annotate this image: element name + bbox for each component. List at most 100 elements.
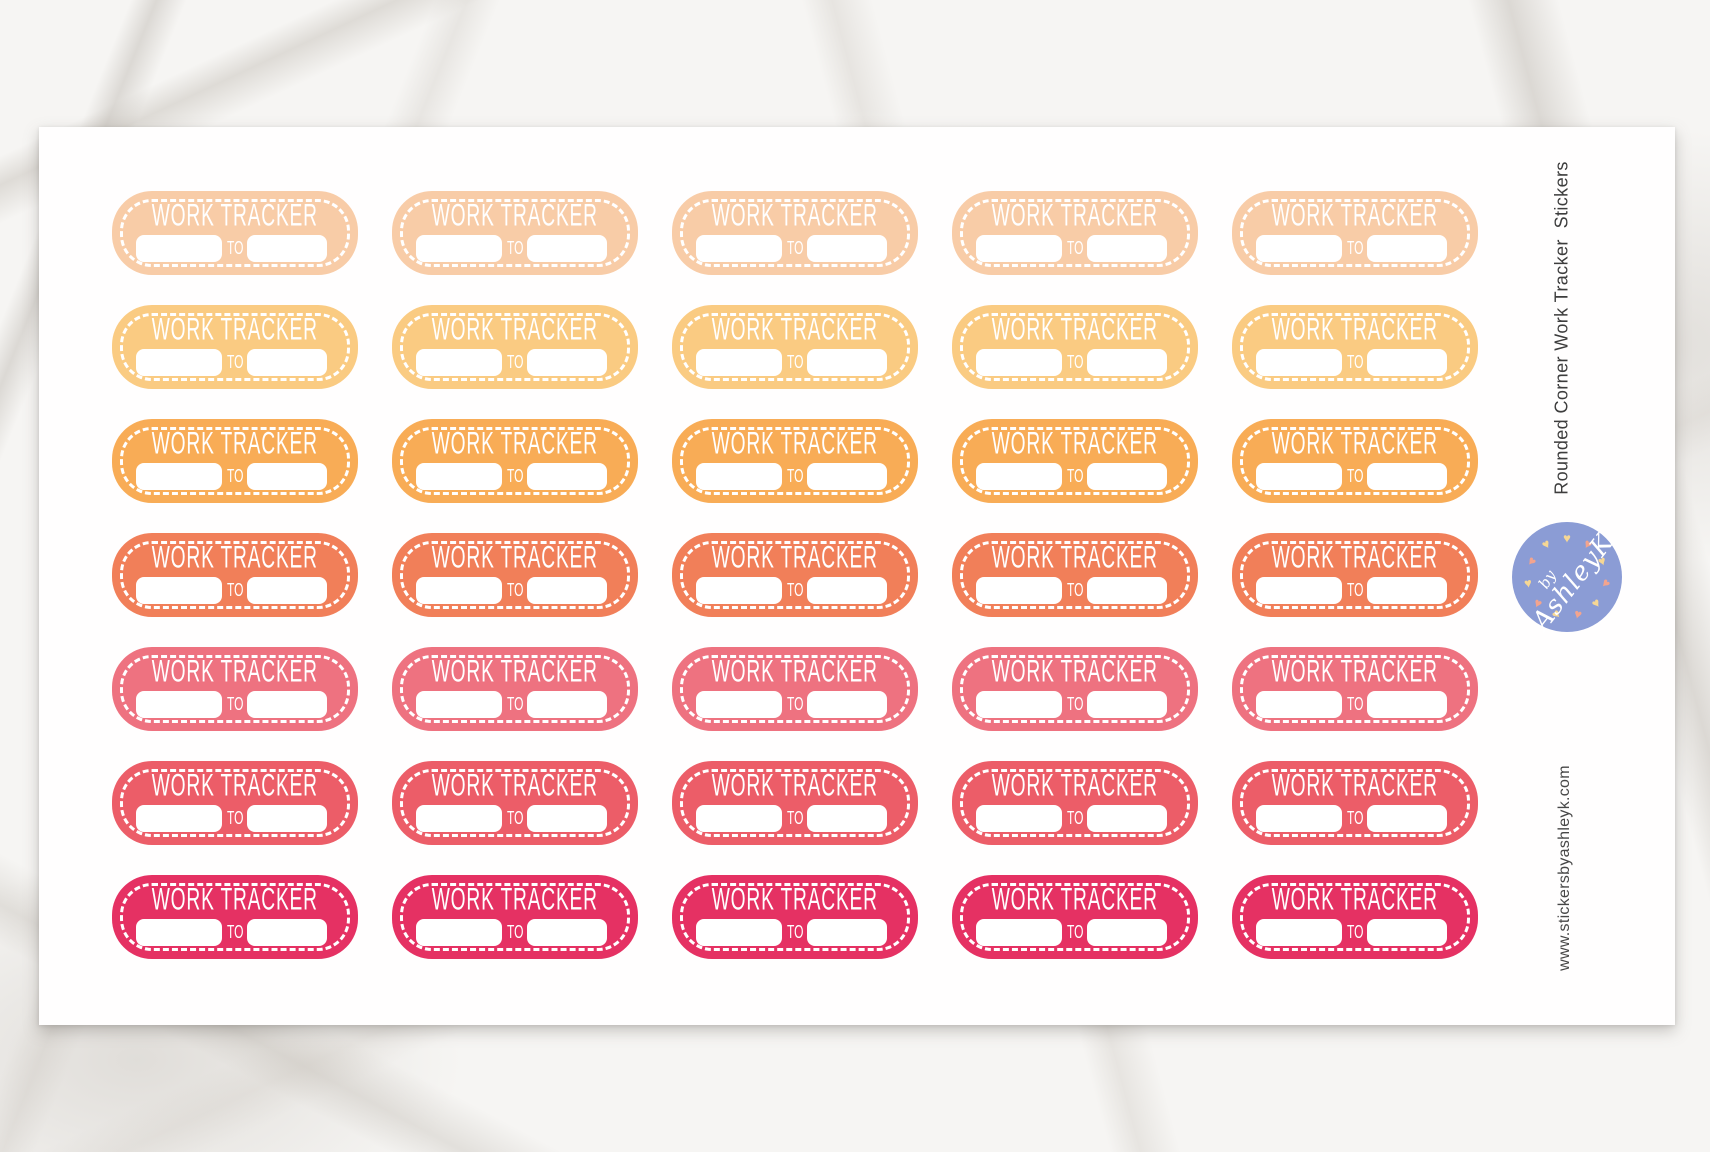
work-tracker-sticker: WORK TRACKER TO <box>952 419 1198 503</box>
fill-in-box-left <box>136 805 222 832</box>
stitch-dashed-border <box>1240 427 1470 495</box>
sticker-title: WORK TRACKER <box>431 540 599 576</box>
sticker-to-label: TO <box>1066 921 1084 944</box>
fill-in-box-left <box>696 805 782 832</box>
stitch-dashed-border <box>960 541 1190 609</box>
sticker-title: WORK TRACKER <box>711 540 879 576</box>
sticker-to-label: TO <box>786 579 804 602</box>
sticker-to-label: TO <box>1346 465 1364 488</box>
stitch-dashed-border <box>400 541 630 609</box>
fill-in-box-left <box>696 691 782 718</box>
sticker-to-label: TO <box>786 237 804 260</box>
sticker-title: WORK TRACKER <box>991 768 1159 804</box>
sticker-title: WORK TRACKER <box>431 882 599 918</box>
sticker-title: WORK TRACKER <box>711 654 879 690</box>
sticker-title: WORK TRACKER <box>711 426 879 462</box>
stitch-dashed-border <box>680 769 910 837</box>
sticker-title: WORK TRACKER <box>991 198 1159 234</box>
stitch-dashed-border <box>680 883 910 951</box>
fill-in-box-right <box>247 235 327 262</box>
fill-in-box-left <box>696 463 782 490</box>
fill-in-box-left <box>136 919 222 946</box>
sticker-to-label: TO <box>506 693 524 716</box>
work-tracker-sticker: WORK TRACKER TO <box>112 305 358 389</box>
work-tracker-sticker: WORK TRACKER TO <box>392 647 638 731</box>
work-tracker-sticker: WORK TRACKER TO <box>1232 305 1478 389</box>
fill-in-box-right <box>1367 805 1447 832</box>
sticker-title: WORK TRACKER <box>1271 312 1439 348</box>
fill-in-box-right <box>807 577 887 604</box>
fill-in-box-right <box>527 691 607 718</box>
sticker-to-label: TO <box>226 921 244 944</box>
stitch-dashed-border <box>680 313 910 381</box>
fill-in-box-right <box>1367 919 1447 946</box>
sticker-to-label: TO <box>226 693 244 716</box>
fill-in-box-right <box>1367 235 1447 262</box>
fill-in-box-left <box>136 691 222 718</box>
sticker-title: WORK TRACKER <box>711 198 879 234</box>
work-tracker-sticker: WORK TRACKER TO <box>1232 647 1478 731</box>
fill-in-box-right <box>247 919 327 946</box>
fill-in-box-right <box>807 805 887 832</box>
sticker-to-label: TO <box>1066 351 1084 374</box>
fill-in-box-left <box>136 235 222 262</box>
stitch-dashed-border <box>400 655 630 723</box>
sticker-title: WORK TRACKER <box>151 768 319 804</box>
work-tracker-sticker: WORK TRACKER TO <box>672 647 918 731</box>
sticker-to-label: TO <box>1346 693 1364 716</box>
fill-in-box-left <box>1256 235 1342 262</box>
stitch-dashed-border <box>120 883 350 951</box>
sticker-to-label: TO <box>1346 807 1364 830</box>
sticker-to-label: TO <box>506 351 524 374</box>
sticker-title: WORK TRACKER <box>1271 882 1439 918</box>
sticker-title: WORK TRACKER <box>711 312 879 348</box>
sticker-to-label: TO <box>226 237 244 260</box>
work-tracker-sticker: WORK TRACKER TO <box>392 191 638 275</box>
fill-in-box-right <box>807 691 887 718</box>
fill-in-box-left <box>416 235 502 262</box>
stitch-dashed-border <box>680 427 910 495</box>
stitch-dashed-border <box>400 769 630 837</box>
work-tracker-sticker: WORK TRACKER TO <box>1232 419 1478 503</box>
stitch-dashed-border <box>1240 313 1470 381</box>
stitch-dashed-border <box>120 769 350 837</box>
fill-in-box-left <box>696 919 782 946</box>
work-tracker-sticker: WORK TRACKER TO <box>1232 875 1478 959</box>
stitch-dashed-border <box>400 199 630 267</box>
stitch-dashed-border <box>1240 655 1470 723</box>
sticker-title: WORK TRACKER <box>1271 540 1439 576</box>
fill-in-box-right <box>1087 805 1167 832</box>
fill-in-box-left <box>976 805 1062 832</box>
fill-in-box-left <box>976 919 1062 946</box>
work-tracker-sticker: WORK TRACKER TO <box>112 419 358 503</box>
fill-in-box-right <box>1367 349 1447 376</box>
stitch-dashed-border <box>120 541 350 609</box>
sticker-to-label: TO <box>226 579 244 602</box>
sticker-title: WORK TRACKER <box>431 198 599 234</box>
fill-in-box-left <box>976 463 1062 490</box>
fill-in-box-left <box>416 463 502 490</box>
stitch-dashed-border <box>680 655 910 723</box>
stitch-dashed-border <box>400 883 630 951</box>
fill-in-box-left <box>696 235 782 262</box>
fill-in-box-left <box>976 691 1062 718</box>
fill-in-box-right <box>1087 463 1167 490</box>
sticker-to-label: TO <box>1346 351 1364 374</box>
sticker-to-label: TO <box>786 807 804 830</box>
fill-in-box-right <box>527 349 607 376</box>
sticker-to-label: TO <box>1066 693 1084 716</box>
work-tracker-sticker: WORK TRACKER TO <box>952 761 1198 845</box>
fill-in-box-right <box>1367 463 1447 490</box>
sticker-to-label: TO <box>506 807 524 830</box>
fill-in-box-right <box>807 463 887 490</box>
sticker-title: WORK TRACKER <box>151 882 319 918</box>
fill-in-box-left <box>1256 349 1342 376</box>
sticker-to-label: TO <box>1066 579 1084 602</box>
stitch-dashed-border <box>960 427 1190 495</box>
fill-in-box-left <box>416 349 502 376</box>
stitch-dashed-border <box>120 655 350 723</box>
fill-in-box-left <box>1256 463 1342 490</box>
work-tracker-sticker: WORK TRACKER TO <box>392 305 638 389</box>
work-tracker-sticker: WORK TRACKER TO <box>672 419 918 503</box>
sticker-to-label: TO <box>1346 237 1364 260</box>
